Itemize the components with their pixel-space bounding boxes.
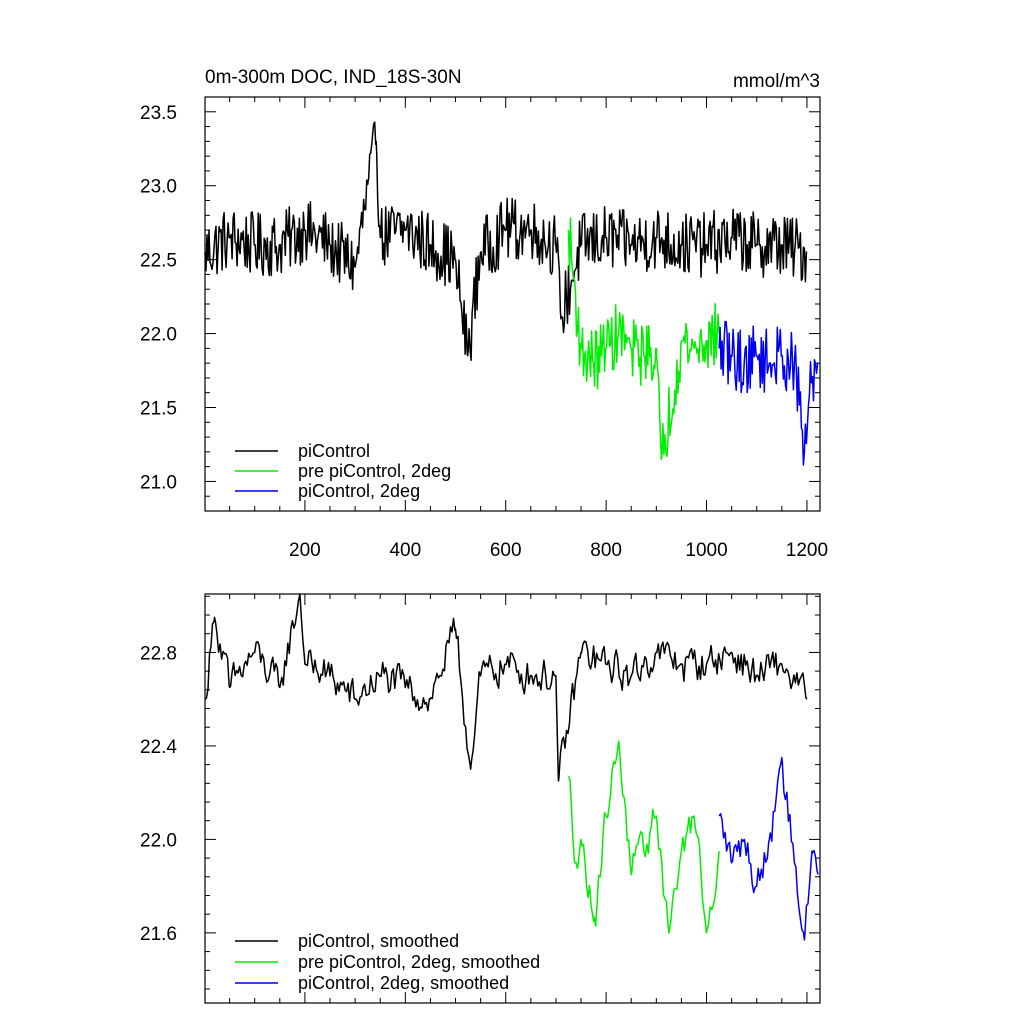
series-line: [204, 593, 808, 782]
legend-label: piControl, smoothed: [298, 931, 459, 951]
x-tick-label: 200: [289, 540, 321, 561]
series-line: [567, 217, 720, 461]
chart-title: 0m-300m DOC, IND_18S-30N: [205, 67, 462, 88]
x-tick-label: 400: [389, 540, 421, 561]
legend-label: piControl: [298, 441, 370, 461]
x-tick-label: 800: [590, 540, 622, 561]
y-tick-label: 21.0: [140, 472, 177, 493]
x-tick-label: 1000: [685, 540, 727, 561]
x-tick-label: 600: [490, 540, 522, 561]
y-tick-label: 21.6: [140, 924, 177, 945]
x-tick-label: 1200: [786, 540, 828, 561]
y-tick-label: 21.5: [140, 399, 177, 420]
legend-label: piControl, 2deg, smoothed: [298, 973, 509, 993]
y-tick-label: 22.0: [140, 325, 177, 346]
legend-label: pre piControl, 2deg: [298, 461, 451, 481]
y-tick-label: 22.8: [140, 643, 177, 664]
plot-frame: [204, 593, 821, 1004]
panel-top: 0m-300m DOC, IND_18S-30N mmol/m^3 200 400…: [140, 67, 828, 561]
y-tick-label: 22.0: [140, 830, 177, 851]
y-tick-label: 22.4: [140, 737, 177, 758]
series-line: [718, 756, 819, 941]
units-label: mmol/m^3: [733, 71, 820, 92]
y-tick-label: 22.5: [140, 251, 177, 272]
series-line: [718, 320, 819, 466]
y-tick-label: 23.0: [140, 177, 177, 198]
y-tick-label: 23.5: [140, 103, 177, 124]
series-line: [567, 740, 720, 934]
series-line: [204, 121, 808, 362]
legend-label: piControl, 2deg: [298, 481, 420, 501]
legend-label: pre piControl, 2deg, smoothed: [298, 952, 540, 972]
